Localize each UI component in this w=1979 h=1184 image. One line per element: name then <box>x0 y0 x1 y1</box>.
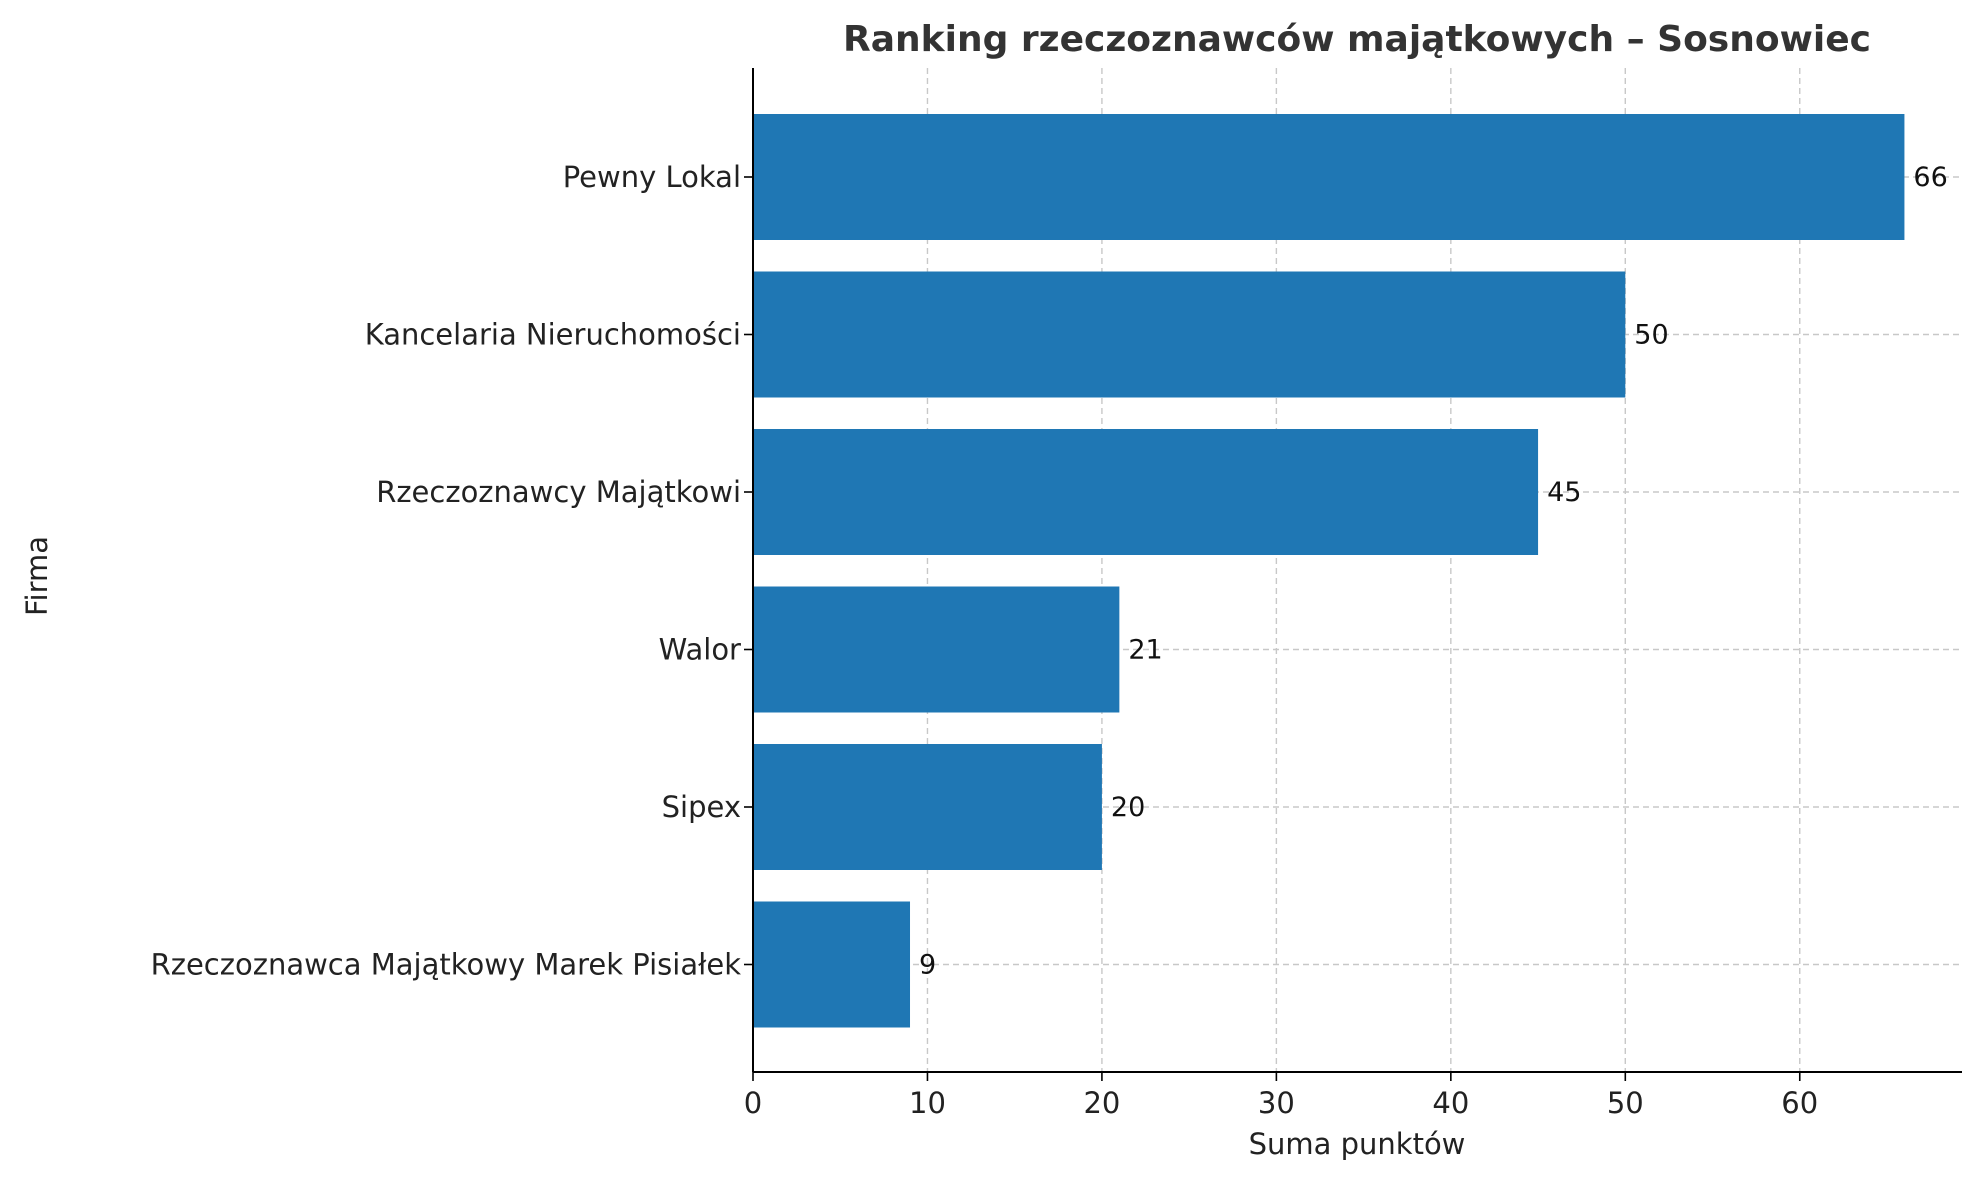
x-tick-label: 40 <box>1432 1086 1469 1120</box>
bar <box>753 429 1539 555</box>
x-tick-label: 50 <box>1607 1086 1644 1120</box>
x-tick-label: 20 <box>1083 1086 1120 1120</box>
y-tick-label: Rzeczoznawca Majątkowy Marek Pisiałek <box>151 948 742 982</box>
y-tick-label: Walor <box>659 633 741 667</box>
x-axis-title: Suma punktów <box>1249 1127 1466 1161</box>
bar <box>753 586 1120 713</box>
data-label: 9 <box>919 950 936 981</box>
y-tick-label: Pewny Lokal <box>563 160 741 194</box>
bars <box>753 114 1905 1028</box>
data-label: 20 <box>1111 792 1145 823</box>
data-label: 50 <box>1634 320 1668 351</box>
data-label: 45 <box>1547 477 1581 508</box>
data-label: 66 <box>1913 162 1947 193</box>
bar <box>753 114 1905 240</box>
y-tick-label: Kancelaria Nieruchomości <box>365 318 741 352</box>
y-tick-label: Sipex <box>662 790 741 824</box>
x-tick-label: 10 <box>909 1086 946 1120</box>
y-axis-title: Firma <box>20 536 54 616</box>
data-labels: 66 50 45 21 20 9 <box>919 162 1948 981</box>
bar <box>753 744 1102 870</box>
y-tick-label: Rzeczoznawcy Majątkowi <box>376 475 741 509</box>
axes <box>752 68 1962 1073</box>
ticks: 0 10 20 30 40 50 60 Pewny Lokal Kancelaria Nieru… <box>151 160 1819 1120</box>
x-tick-label: 60 <box>1781 1086 1818 1120</box>
chart-title: Ranking rzeczoznawców majątkowych – Sosn… <box>843 19 1871 60</box>
x-tick-label: 0 <box>744 1086 762 1120</box>
x-tick-label: 30 <box>1258 1086 1295 1120</box>
bar <box>753 901 911 1028</box>
bar <box>753 271 1626 398</box>
data-label: 21 <box>1128 635 1162 666</box>
